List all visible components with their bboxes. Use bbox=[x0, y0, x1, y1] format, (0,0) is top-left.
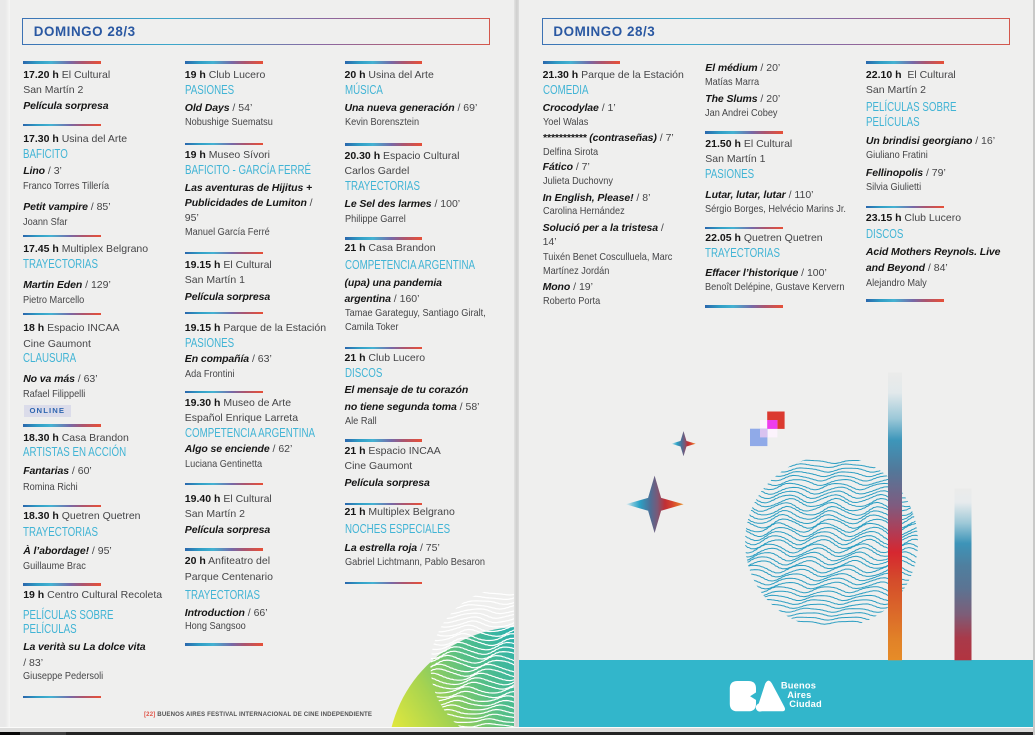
svg-text:Ciudad: Ciudad bbox=[789, 699, 822, 709]
svg-text:Buenos: Buenos bbox=[781, 681, 816, 691]
svg-text:Aires: Aires bbox=[787, 690, 811, 700]
